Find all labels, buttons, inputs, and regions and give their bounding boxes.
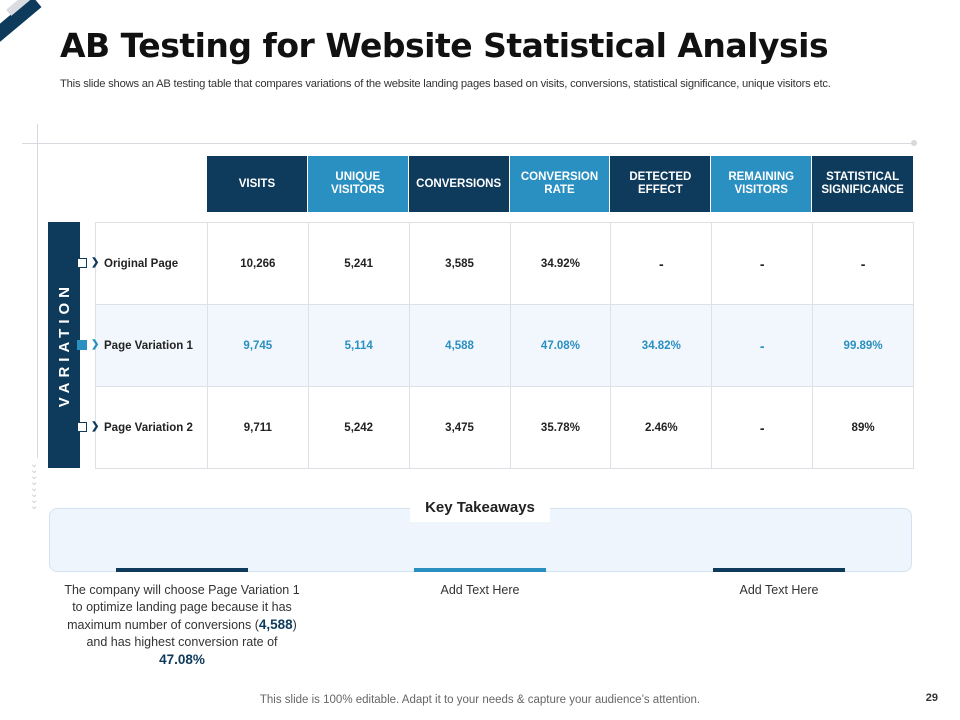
- row-name-cell: ❯ Page Variation 2: [77, 387, 208, 468]
- cell-remaining-visitors: -: [712, 223, 814, 304]
- corner-decoration: [0, 0, 50, 46]
- cell-conversion-rate: 34.92%: [511, 223, 612, 304]
- cell-unique-visitors: 5,114: [309, 305, 410, 386]
- header-unique-visitors: UNIQUE VISITORS: [307, 156, 409, 212]
- cell-significance: 99.89%: [813, 305, 914, 386]
- row-marker-icon: [77, 340, 87, 350]
- slide-title: AB Testing for Website Statistical Analy…: [60, 26, 829, 65]
- slide-subtitle: This slide shows an AB testing table tha…: [60, 78, 831, 90]
- header-visits: VISITS: [207, 156, 308, 212]
- cell-conversion-rate: 35.78%: [511, 387, 612, 468]
- header-detected-effect: DETECTED EFFECT: [610, 156, 712, 212]
- frame-line-horizontal: [22, 143, 914, 144]
- cell-conversions: 4,588: [410, 305, 511, 386]
- row-name-cell: ❯ Original Page: [77, 223, 208, 304]
- row-marker-icon: [77, 258, 87, 268]
- takeaway-accent-bar: [414, 568, 546, 572]
- chevron-stack-icon: ⌄ ⌄ ⌄ ⌄ ⌄ ⌄ ⌄ ⌄: [30, 459, 39, 512]
- ab-testing-table: ❯ Original Page 10,266 5,241 3,585 34.92…: [77, 222, 914, 469]
- cell-visits: 9,745: [208, 305, 309, 386]
- table-row: ❯ Page Variation 1 9,745 5,114 4,588 47.…: [77, 305, 914, 387]
- chevron-right-icon: ❯: [91, 339, 100, 350]
- row-marker-icon: [77, 422, 87, 432]
- cell-conversion-rate: 47.08%: [511, 305, 612, 386]
- header-statistical-significance: STATISTICAL SIGNIFICANCE: [812, 156, 914, 212]
- variation-label-text: VARIATION: [55, 282, 73, 408]
- cell-detected-effect: -: [611, 223, 713, 304]
- cell-remaining-visitors: -: [712, 387, 814, 468]
- cell-significance: -: [813, 223, 914, 304]
- header-conversions: CONVERSIONS: [408, 156, 510, 212]
- frame-line-vertical: [37, 124, 38, 458]
- variation-side-label: VARIATION: [48, 222, 80, 468]
- takeaway-text-3: Add Text Here: [739, 583, 819, 597]
- frame-dot: [911, 140, 917, 146]
- header-conversion-rate: CONVERSION RATE: [509, 156, 611, 212]
- page-number: 29: [925, 692, 938, 704]
- row-name: Original Page: [104, 257, 179, 270]
- cell-detected-effect: 34.82%: [611, 305, 713, 386]
- row-name: Page Variation 2: [104, 421, 193, 434]
- chevron-right-icon: ❯: [91, 421, 100, 432]
- cell-conversions: 3,475: [410, 387, 511, 468]
- table-header-row: VISITS UNIQUE VISITORS CONVERSIONS CONVE…: [207, 156, 914, 212]
- takeaway-accent-bar: [116, 568, 248, 572]
- takeaway-text-2: Add Text Here: [440, 583, 520, 597]
- cell-unique-visitors: 5,242: [309, 387, 410, 468]
- row-name: Page Variation 1: [104, 339, 193, 352]
- table-row: ❯ Page Variation 2 9,711 5,242 3,475 35.…: [77, 387, 914, 469]
- cell-unique-visitors: 5,241: [309, 223, 410, 304]
- footer-note: This slide is 100% editable. Adapt it to…: [259, 694, 701, 706]
- key-takeaways-title: Key Takeaways: [410, 496, 550, 522]
- cell-remaining-visitors: -: [712, 305, 814, 386]
- cell-detected-effect: 2.46%: [611, 387, 713, 468]
- cell-significance: 89%: [813, 387, 914, 468]
- chevron-right-icon: ❯: [91, 257, 100, 268]
- row-name-cell: ❯ Page Variation 1: [77, 305, 208, 386]
- takeaway-text-1: The company will choose Page Variation 1…: [64, 583, 300, 667]
- table-row: ❯ Original Page 10,266 5,241 3,585 34.92…: [77, 223, 914, 305]
- cell-visits: 10,266: [208, 223, 309, 304]
- takeaway-accent-bar: [713, 568, 845, 572]
- header-remaining-visitors: REMAINING VISITORS: [711, 156, 813, 212]
- cell-visits: 9,711: [208, 387, 309, 468]
- cell-conversions: 3,585: [410, 223, 511, 304]
